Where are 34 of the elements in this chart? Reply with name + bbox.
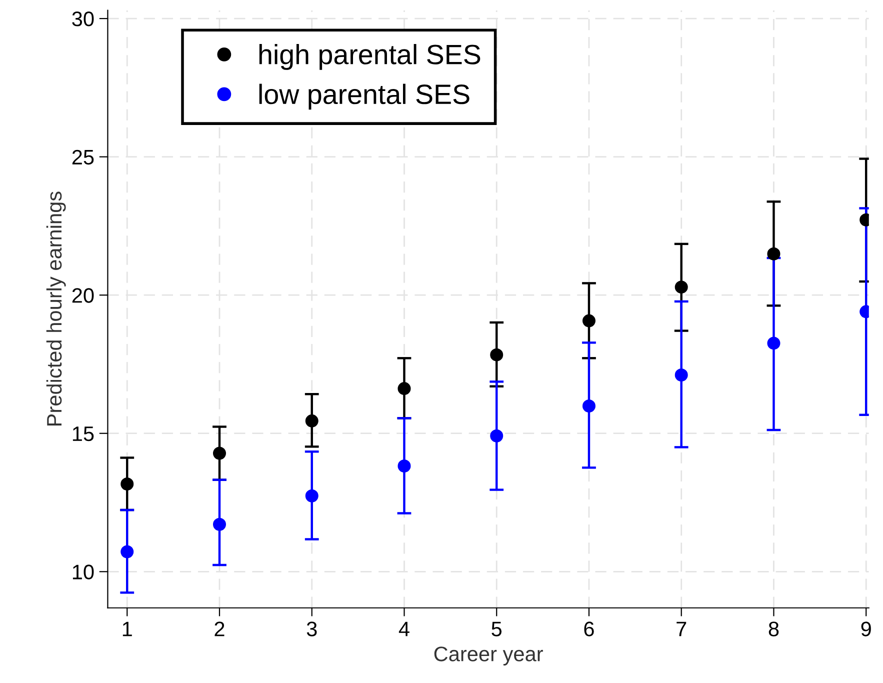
y-tick-label: 25 <box>72 150 94 165</box>
x-tick-label: 4 <box>398 622 410 636</box>
y-tick-label: 30 <box>72 12 94 26</box>
point <box>305 414 318 428</box>
x-axis-title: Career year <box>434 646 543 666</box>
point <box>767 247 780 260</box>
x-tick-label: 2 <box>214 622 224 636</box>
x-tick-label: 7 <box>676 622 686 636</box>
legend-label: high parental SES <box>259 44 480 70</box>
point <box>398 382 411 396</box>
point <box>305 489 318 502</box>
y-tick-label: 10 <box>72 564 94 580</box>
y-tick-label: 15 <box>72 426 94 442</box>
point <box>582 314 596 328</box>
point <box>674 368 688 382</box>
x-tick-label: 3 <box>306 622 317 636</box>
point <box>212 518 226 531</box>
point <box>120 545 134 558</box>
x-tick-label: 8 <box>768 622 779 636</box>
point <box>767 336 780 350</box>
point <box>490 348 504 362</box>
x-tick-label: 6 <box>584 622 594 636</box>
point <box>212 446 226 460</box>
point <box>398 459 411 473</box>
x-tick-label: 5 <box>492 622 502 636</box>
point <box>490 429 504 442</box>
y-tick-label: 20 <box>72 288 94 303</box>
x-tick-label: 1 <box>122 622 132 636</box>
point <box>674 280 688 294</box>
legend-label: low parental SES <box>259 84 470 110</box>
x-tick-label: 9 <box>861 622 871 636</box>
y-axis-title: Predicted hourly earnings <box>46 192 66 426</box>
point <box>120 477 134 490</box>
point <box>582 399 596 412</box>
